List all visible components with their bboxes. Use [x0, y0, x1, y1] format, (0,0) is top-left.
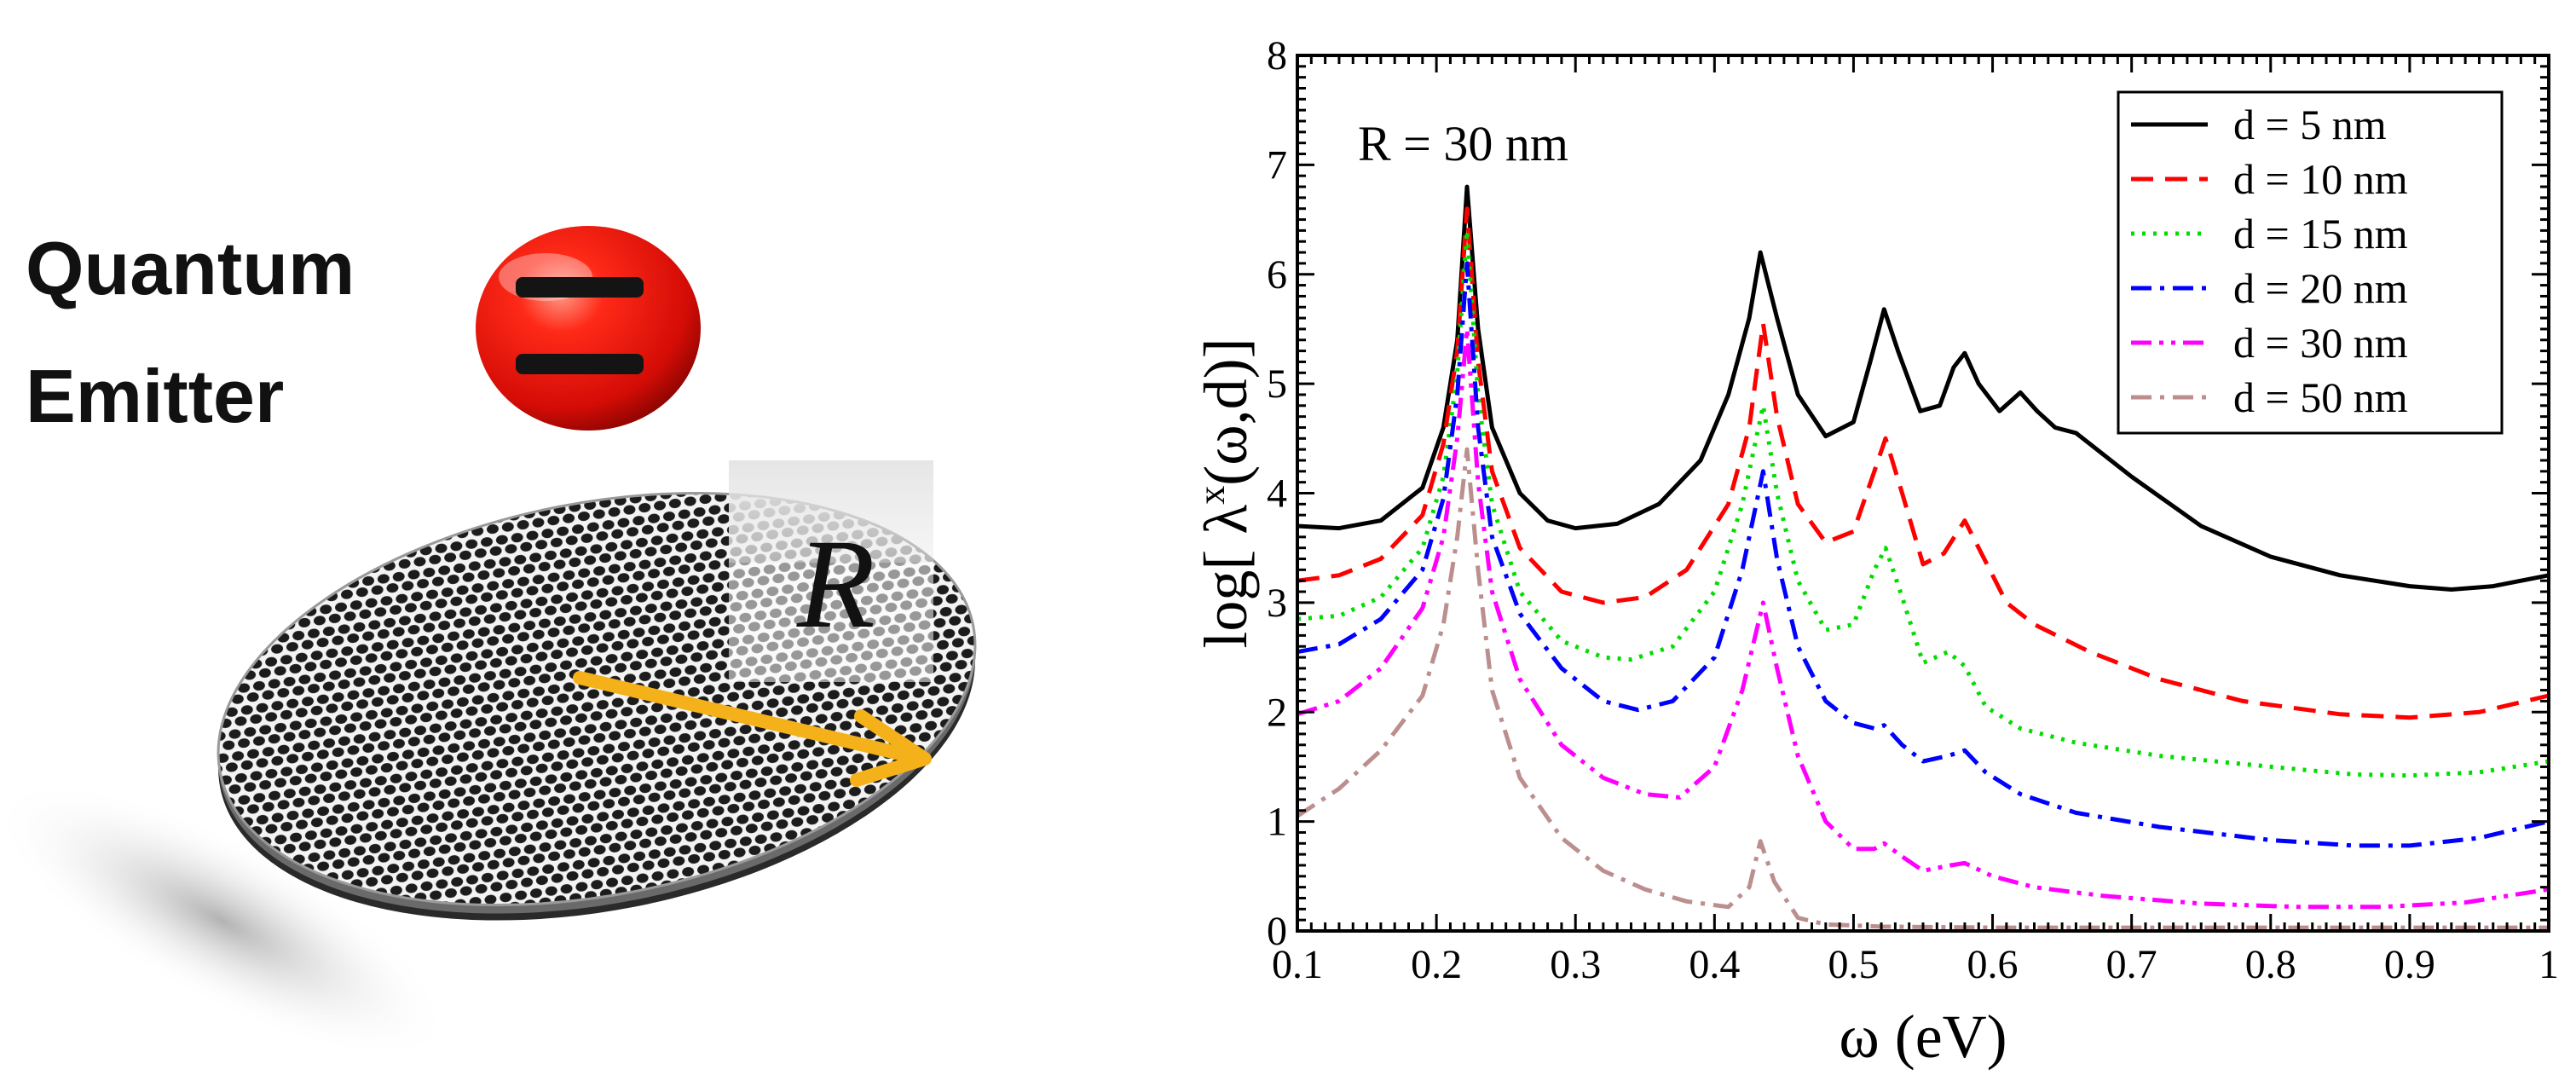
- x-axis-label: ω (eV): [1839, 1003, 2007, 1071]
- y-axis-label: log[ λx(ω,d)]: [1191, 338, 1260, 648]
- disk-shadow: [0, 781, 451, 1061]
- y-tick-label: 7: [1267, 142, 1287, 188]
- y-tick-label: 4: [1267, 471, 1287, 517]
- y-tick-label: 0: [1267, 909, 1287, 954]
- y-tick-label: 2: [1267, 690, 1287, 735]
- x-tick-label: 0.3: [1550, 942, 1601, 987]
- x-tick-label: 0.5: [1828, 942, 1879, 987]
- legend-label-1: d = 10 nm: [2233, 155, 2408, 203]
- y-tick-label: 5: [1267, 361, 1287, 407]
- legend-label-4: d = 30 nm: [2233, 319, 2408, 367]
- legend-label-2: d = 15 nm: [2233, 210, 2408, 257]
- legend-label-3: d = 20 nm: [2233, 264, 2408, 312]
- y-tick-label: 1: [1267, 800, 1287, 845]
- legend-box: [2117, 90, 2504, 435]
- radius-label-box: [729, 460, 933, 563]
- radius-symbol: R: [796, 513, 875, 655]
- y-tick-label: 8: [1267, 33, 1287, 78]
- emitter-level-lower: [516, 354, 644, 374]
- x-tick-label: 0.7: [2106, 942, 2157, 987]
- emitter-level-upper: [516, 277, 644, 298]
- x-tick-label: 0.4: [1689, 942, 1740, 987]
- x-tick-label: 1: [2538, 942, 2559, 987]
- series-line-0: [1297, 184, 2550, 592]
- series-line-5: [1296, 447, 2549, 930]
- annotation-radius: R = 30 nm: [1358, 116, 1568, 171]
- x-tick-label: 0.8: [2245, 942, 2296, 987]
- x-tick-label: 0.1: [1272, 942, 1323, 987]
- y-tick-label: 3: [1267, 581, 1287, 626]
- series-line-1: [1297, 206, 2550, 720]
- radius-arrow: [573, 671, 910, 761]
- x-tick-label: 0.9: [2384, 942, 2435, 987]
- emitter-label-line2: Emitter: [26, 354, 284, 438]
- y-tick-label: 6: [1267, 252, 1287, 298]
- emitter-label-line1: Quantum: [26, 226, 355, 310]
- legend-label-0: d = 5 nm: [2233, 101, 2387, 148]
- plot-area: 0.1 0.2 0.3 0.4 0.5 0.6 0.7 0.8 0.9 1 0 1 2 3 4 5 6 7 8 ω (…: [1191, 33, 2559, 1071]
- legend-label-5: d = 50 nm: [2233, 373, 2408, 421]
- x-tick-label: 0.2: [1411, 942, 1462, 987]
- series-line-4: [1297, 327, 2550, 910]
- x-tick-label: 0.6: [1967, 942, 2019, 987]
- radius-arrowhead: [850, 709, 932, 787]
- quantum-emitter-illustration: R Quantum Emitter: [0, 226, 1011, 1061]
